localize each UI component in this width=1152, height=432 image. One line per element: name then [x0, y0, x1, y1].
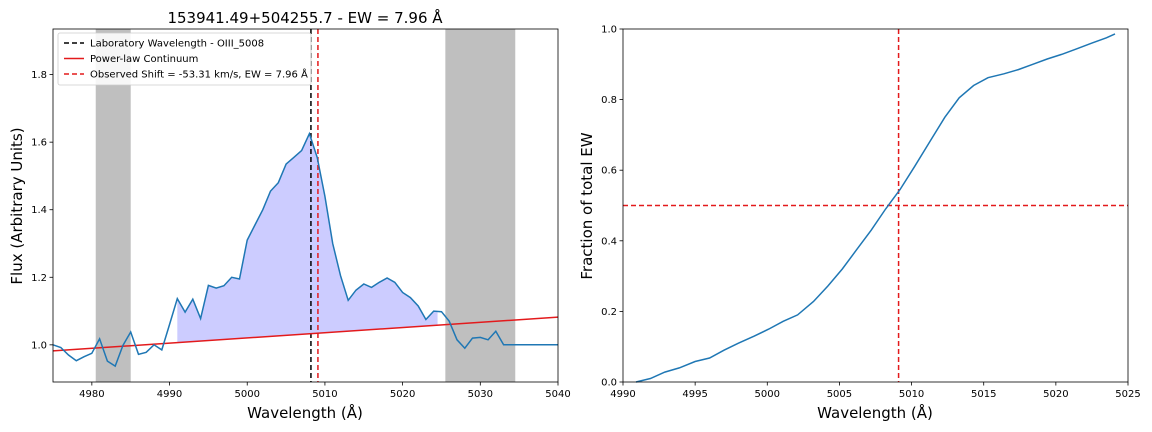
reference-lines	[623, 29, 1128, 382]
x-tick-label: 4990	[610, 389, 635, 400]
x-tick-label: 5005	[827, 389, 852, 400]
y-ticks: 1.0 1.2 1.4 1.6 1.8	[31, 70, 53, 351]
y-tick-label: 1.6	[31, 138, 47, 149]
left-y-axis-label: Flux (Arbitrary Units)	[8, 127, 26, 284]
x-tick-label: 4995	[682, 389, 707, 400]
x-tick-label: 5000	[235, 389, 260, 400]
continuum-line	[52, 316, 559, 352]
x-tick-label: 5000	[755, 389, 780, 400]
cumulative-ew-line	[635, 33, 1116, 383]
y-tick-label: 1.0	[601, 25, 617, 36]
power-law-continuum	[52, 316, 559, 352]
x-tick-label: 5020	[1043, 389, 1068, 400]
right-plot-frame	[622, 28, 1129, 383]
left-chart-title: 153941.49+504255.7 - EW = 7.96 Å	[167, 8, 443, 27]
legend-label: Power-law Continuum	[90, 54, 198, 65]
y-tick-label: 0.0	[601, 378, 617, 389]
cumulative-ew-series	[635, 33, 1116, 383]
legend-label: Observed Shift = -53.31 km/s, EW = 7.96 …	[90, 68, 308, 81]
left-x-axis-label: Wavelength (Å)	[247, 403, 363, 422]
left-panel: 153941.49+504255.7 - EW = 7.96 Å 4980 499…	[8, 8, 571, 422]
x-tick-label: 5010	[312, 389, 337, 400]
x-ticks: 4990 4995 5000 5005 5010 5015 5020 5025	[610, 382, 1141, 400]
y-tick-label: 0.2	[601, 307, 617, 318]
y-tick-label: 0.4	[601, 236, 617, 247]
y-ticks: 0.0 0.2 0.4 0.6 0.8 1.0	[601, 25, 623, 389]
x-tick-label: 5030	[468, 389, 493, 400]
legend-box	[57, 32, 312, 86]
line-emission-area	[177, 133, 438, 343]
x-tick-label: 5010	[899, 389, 924, 400]
legend-label: Laboratory Wavelength - OIII_5008	[90, 39, 264, 50]
flux-series	[52, 131, 558, 368]
x-tick-label: 5025	[1115, 389, 1140, 400]
fill-area	[177, 133, 438, 343]
x-ticks: 4980 4990 5000 5010 5020 5030 5040	[79, 382, 571, 400]
vertical-lines	[310, 29, 319, 382]
continuum-window-2	[445, 29, 516, 382]
right-panel: 4990 4995 5000 5005 5010 5015 5020 5025 0.00.20…	[578, 25, 1141, 423]
x-tick-label: 5040	[545, 389, 570, 400]
y-tick-label: 1.4	[31, 205, 47, 216]
x-tick-label: 5015	[971, 389, 996, 400]
x-tick-label: 4990	[157, 389, 182, 400]
y-tick-label: 1.8	[31, 70, 47, 81]
y-tick-label: 1.0	[31, 340, 47, 351]
continuum-window-1	[95, 29, 131, 382]
y-tick-label: 0.8	[601, 95, 617, 106]
right-x-axis-label: Wavelength (Å)	[817, 403, 933, 422]
left-plot-frame	[52, 28, 559, 383]
legend: Laboratory Wavelength - OIII_5008 Power-l…	[57, 32, 312, 86]
flux-line	[52, 131, 558, 368]
y-tick-label: 1.2	[31, 273, 47, 284]
y-tick-label: 0.6	[601, 166, 617, 177]
x-tick-label: 4980	[79, 389, 104, 400]
x-tick-label: 5020	[390, 389, 415, 400]
right-y-axis-label: Fraction of total EW	[578, 132, 596, 279]
